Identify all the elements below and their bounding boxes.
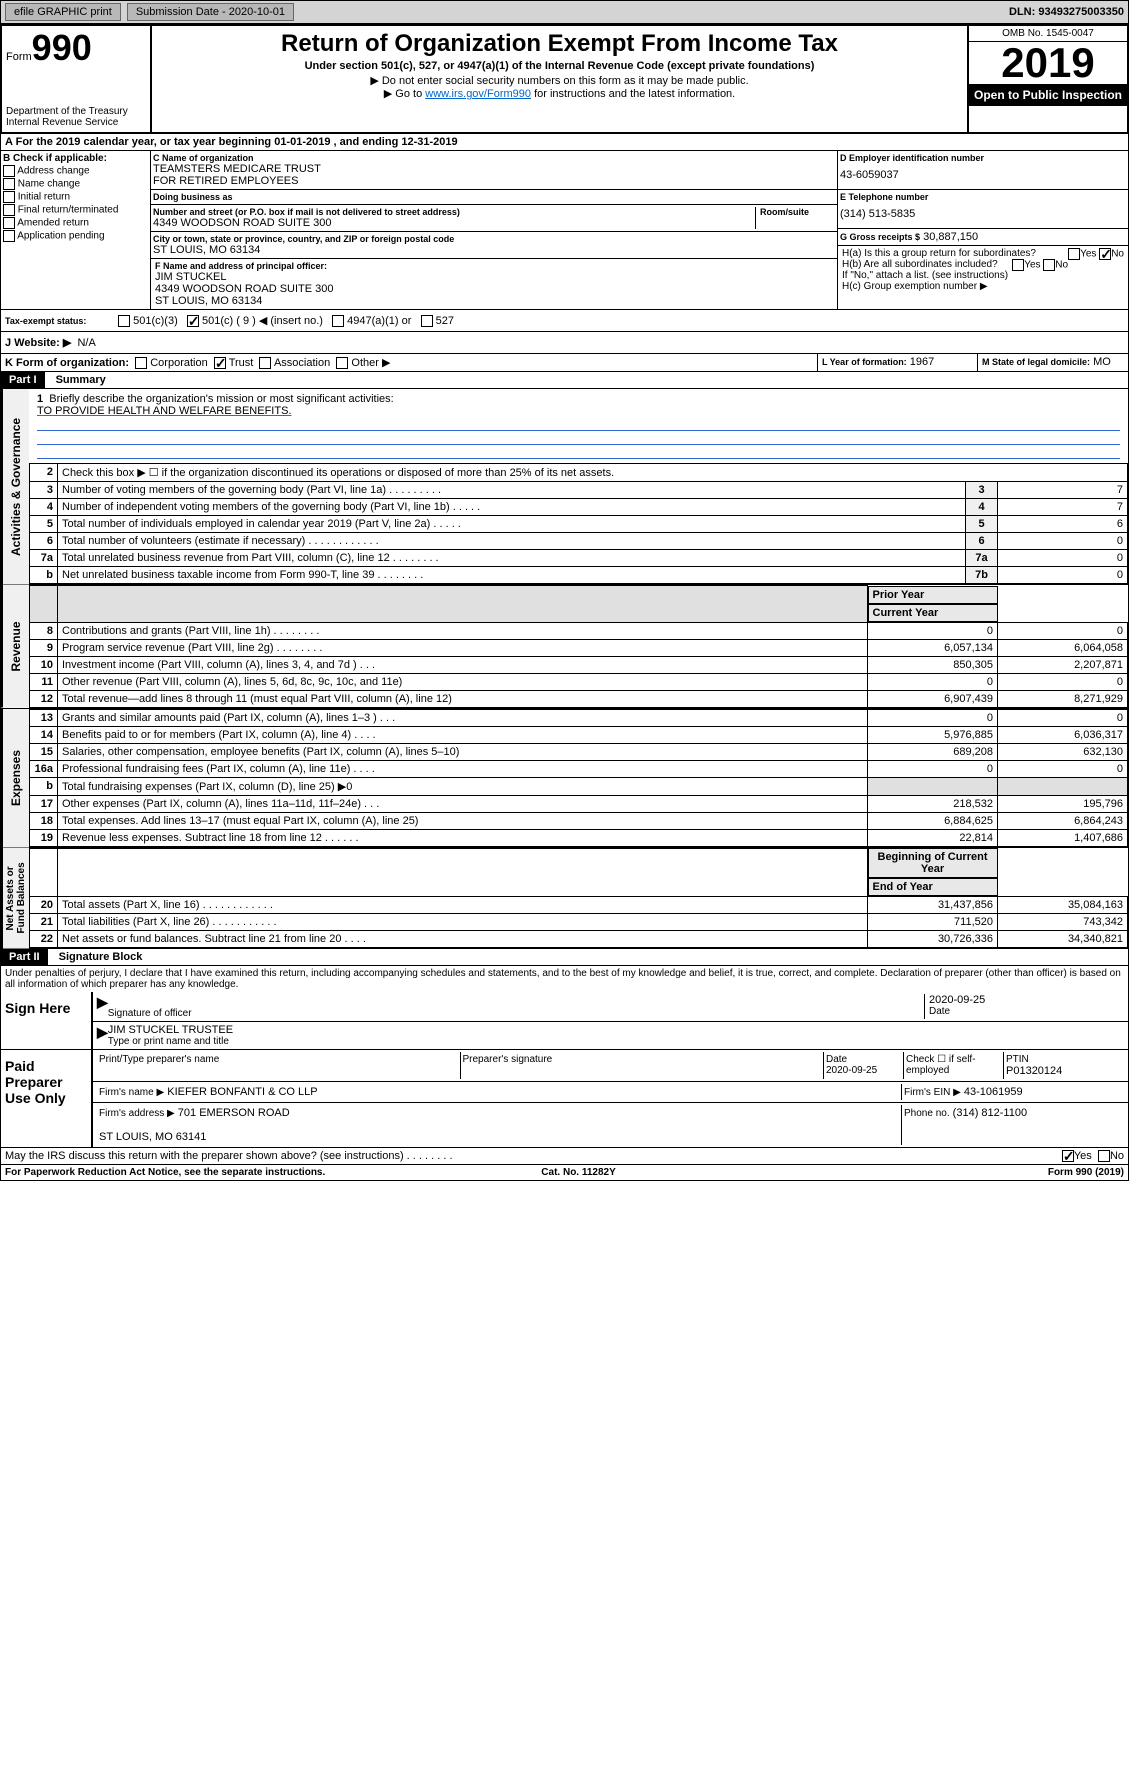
- form-k: K Form of organization: Corporation Trus…: [1, 354, 818, 371]
- date-label: Date: [929, 1006, 1124, 1017]
- topbar: efile GRAPHIC print Submission Date - 20…: [0, 0, 1129, 24]
- pdate-label: Date: [826, 1054, 901, 1065]
- self-emp[interactable]: Check ☐ if self-employed: [904, 1052, 1004, 1079]
- fphone-label: Phone no.: [904, 1108, 950, 1119]
- street-label: Number and street (or P.O. box if mail i…: [153, 207, 755, 217]
- mission-text: TO PROVIDE HEALTH AND WELFARE BENEFITS.: [37, 405, 291, 417]
- chk-pending[interactable]: Application pending: [3, 230, 148, 242]
- inspect-badge: Open to Public Inspection: [969, 84, 1127, 106]
- period-a: A For the 2019 calendar year, or tax yea…: [0, 134, 1129, 151]
- tax-status-row: Tax-exempt status: 501(c)(3) 501(c) ( 9 …: [0, 310, 1129, 332]
- tel: (314) 513-5835: [840, 202, 1126, 226]
- side-activities: Activities & Governance: [1, 389, 29, 584]
- year-l: L Year of formation: 1967: [818, 354, 978, 371]
- mission-num: 1: [37, 393, 43, 405]
- sign-here-label: Sign Here: [1, 992, 91, 1049]
- firm-label: Firm's name ▶: [99, 1087, 164, 1098]
- form-title: Return of Organization Exempt From Incom…: [156, 30, 963, 58]
- irs-link[interactable]: www.irs.gov/Form990: [425, 88, 531, 100]
- side-expenses: Expenses: [1, 709, 29, 847]
- footer: For Paperwork Reduction Act Notice, see …: [0, 1165, 1129, 1181]
- mission-label: Briefly describe the organization's miss…: [49, 393, 393, 405]
- side-revenue: Revenue: [1, 585, 29, 708]
- chk-amended[interactable]: Amended return: [3, 217, 148, 229]
- part2-title: Signature Block: [51, 949, 151, 965]
- gross: 30,887,150: [923, 231, 978, 243]
- chk-name[interactable]: Name change: [3, 178, 148, 190]
- discuss-row: May the IRS discuss this return with the…: [1, 1148, 1128, 1164]
- form-subtitle: Under section 501(c), 527, or 4947(a)(1)…: [156, 60, 963, 72]
- part2-hdr: Part II: [1, 949, 48, 965]
- check-b: B Check if applicable: Address change Na…: [1, 151, 151, 309]
- tel-label: E Telephone number: [840, 192, 1126, 202]
- pname-label: Print/Type preparer's name: [99, 1054, 458, 1065]
- street: 4349 WOODSON ROAD SUITE 300: [153, 217, 755, 229]
- form-header: Form990 Department of the Treasury Inter…: [0, 24, 1129, 134]
- state-m: M State of legal domicile: MO: [978, 354, 1128, 371]
- chk-initial[interactable]: Initial return: [3, 191, 148, 203]
- pdate: 2020-09-25: [826, 1065, 901, 1076]
- fphone: (314) 812-1100: [953, 1107, 1027, 1119]
- fein: 43-1061959: [964, 1086, 1023, 1098]
- h-b: H(b) Are all subordinates included? Yes …: [842, 259, 1124, 270]
- tax-year: 2019: [969, 42, 1127, 84]
- firm: KIEFER BONFANTI & CO LLP: [167, 1086, 317, 1098]
- h-c: H(c) Group exemption number ▶: [842, 281, 1124, 292]
- subdate-btn[interactable]: Submission Date - 2020-10-01: [127, 3, 294, 21]
- side-netassets: Net Assets or Fund Balances: [1, 848, 29, 949]
- h-a: H(a) Is this a group return for subordin…: [842, 248, 1124, 259]
- note-goto: ▶ Go to www.irs.gov/Form990 for instruct…: [156, 87, 963, 100]
- note-ssn: ▶ Do not enter social security numbers o…: [156, 74, 963, 87]
- dba-label: Doing business as: [153, 192, 835, 202]
- sig-officer-label: Signature of officer: [108, 1008, 924, 1019]
- fein-label: Firm's EIN ▶: [904, 1087, 961, 1098]
- psig-label: Preparer's signature: [463, 1054, 822, 1065]
- city: ST LOUIS, MO 63134: [153, 244, 835, 256]
- ein-label: D Employer identification number: [840, 153, 1126, 163]
- chk-final[interactable]: Final return/terminated: [3, 204, 148, 216]
- part1-title: Summary: [48, 372, 114, 388]
- room-label: Room/suite: [760, 207, 835, 217]
- ptin: P01320124: [1006, 1065, 1122, 1077]
- name-label: Type or print name and title: [108, 1036, 1124, 1047]
- form-number: Form990: [6, 30, 146, 66]
- dln: DLN: 93493275003350: [1009, 6, 1124, 18]
- h-note: If "No," attach a list. (see instruction…: [842, 270, 1124, 281]
- ptin-label: PTIN: [1006, 1054, 1122, 1065]
- faddr-label: Firm's address ▶: [99, 1108, 175, 1119]
- officer-label: F Name and address of principal officer:: [155, 261, 833, 271]
- penalties: Under penalties of perjury, I declare th…: [0, 966, 1129, 992]
- dept: Department of the Treasury Internal Reve…: [6, 106, 146, 128]
- efile-btn[interactable]: efile GRAPHIC print: [5, 3, 121, 21]
- sign-date: 2020-09-25: [929, 994, 1124, 1006]
- website-row: J Website: ▶ N/A: [0, 332, 1129, 354]
- org-name: TEAMSTERS MEDICARE TRUST FOR RETIRED EMP…: [153, 163, 835, 187]
- part1-hdr: Part I: [1, 372, 45, 388]
- signer-name: JIM STUCKEL TRUSTEE: [108, 1024, 1124, 1036]
- org-name-label: C Name of organization: [153, 153, 835, 163]
- officer: JIM STUCKEL 4349 WOODSON ROAD SUITE 300 …: [155, 271, 833, 307]
- ein: 43-6059037: [840, 163, 1126, 187]
- gross-label: G Gross receipts $: [840, 232, 920, 242]
- paid-prep-label: Paid Preparer Use Only: [1, 1050, 91, 1147]
- chk-address[interactable]: Address change: [3, 165, 148, 177]
- city-label: City or town, state or province, country…: [153, 234, 835, 244]
